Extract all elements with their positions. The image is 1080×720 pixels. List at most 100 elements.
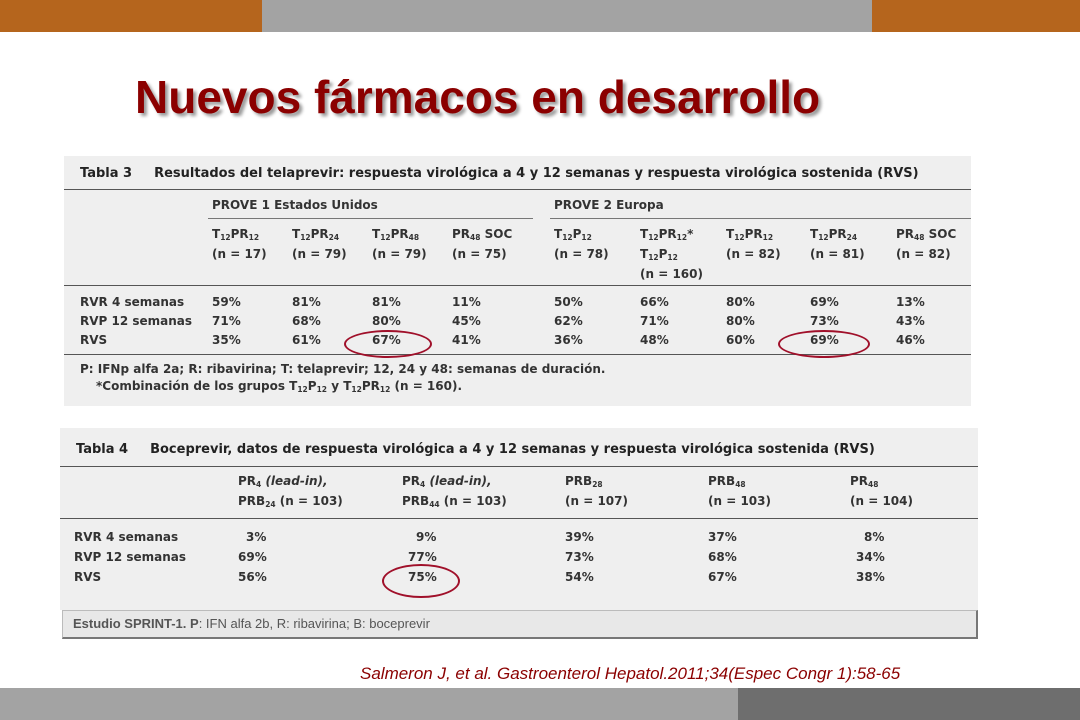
col-lead-in: (lead-in), [425, 474, 492, 488]
table3-cell: 60% [726, 333, 755, 347]
table4-cell: 69% [238, 550, 267, 564]
table3-cell: 36% [554, 333, 583, 347]
study-footnote: Estudio SPRINT-1. P: IFN alfa 2b, R: rib… [73, 616, 430, 631]
table4-label: Tabla 4 [76, 442, 129, 457]
table3-caption-text: Resultados del telaprevir: respuesta vir… [154, 166, 919, 181]
study-detail: : IFN alfa 2b, R: ribavirina; B: bocepre… [198, 616, 430, 631]
col-main-2: PR [658, 227, 677, 241]
col-main: T [212, 227, 221, 241]
table4-cell: 34% [856, 550, 885, 564]
bottom-bar-left [0, 688, 738, 720]
col-main-2: PRB [238, 494, 266, 508]
col-line-1: PR4 (lead-in), [402, 473, 507, 493]
table3-cell: 71% [640, 314, 669, 328]
table4-cell: 54% [565, 570, 594, 584]
col-sub-2: 12 [676, 233, 688, 242]
table4-col-header: PR4 (lead-in), PRB24 (n = 103) [238, 473, 343, 513]
table3-col-header: T12PR48 (n = 79) [372, 226, 427, 263]
col-n: (n = 75) [452, 247, 507, 261]
study-footnote-box: Estudio SPRINT-1. P: IFN alfa 2b, R: rib… [62, 610, 978, 639]
top-bar-right [872, 0, 1080, 32]
table3-cell: 41% [452, 333, 481, 347]
col-sub-2: 12 [762, 233, 774, 242]
table3-note-1: P: IFNp alfa 2a; R: ribavirina; T: telap… [80, 362, 606, 376]
table3-cell: 80% [726, 295, 755, 309]
table4-col-header: PRB48 (n = 103) [708, 473, 771, 510]
col-n: (n = 17) [212, 247, 267, 261]
table3-col-header: PR48 SOC (n = 75) [452, 226, 512, 263]
col-line-2: PRB24 (n = 103) [238, 493, 343, 513]
study-name: Estudio SPRINT-1. [73, 616, 187, 631]
table4-row-label: RVP 12 semanas [74, 550, 187, 564]
highlight-ellipse [778, 330, 870, 358]
table3-row-label: RVP 12 semanas [80, 314, 193, 328]
table3-cell: 59% [212, 295, 241, 309]
col-sub: 48 [868, 480, 879, 489]
col-sub-2: 12 [248, 233, 260, 242]
col-main-2: SOC [924, 227, 957, 241]
table4-cell: 38% [856, 570, 885, 584]
table4-col-header: PR4 (lead-in), PRB44 (n = 103) [402, 473, 507, 513]
table3-cell: 61% [292, 333, 321, 347]
col-sub: 48 [735, 480, 746, 489]
table4-cell: 68% [708, 550, 737, 564]
col-line-2: (n = 107) [565, 493, 628, 510]
col-sub: 48 [914, 233, 925, 242]
note-part: y T [327, 379, 352, 393]
table3-rule-top [64, 189, 971, 190]
note-sub: 12 [297, 385, 308, 394]
col-main-2: (n = 104) [850, 494, 913, 508]
table4-cell: 56% [238, 570, 267, 584]
col-main: PR [896, 227, 915, 241]
col-main: T [292, 227, 301, 241]
col-n: (n = 82) [896, 247, 951, 261]
table4-cell: 77% [408, 550, 437, 564]
table4-row-label: RVR 4 semanas [74, 530, 179, 544]
col-main: PR [238, 474, 257, 488]
col-sub: 12 [300, 233, 311, 242]
col-sub-2: 24 [846, 233, 858, 242]
table4-rule-top [60, 466, 978, 467]
table3-cell: 35% [212, 333, 241, 347]
col-lead-in: (lead-in), [261, 474, 328, 488]
table4-cell: 73% [565, 550, 594, 564]
table3-cell: 66% [640, 295, 669, 309]
table3-cell: 80% [726, 314, 755, 328]
highlight-ellipse [382, 564, 460, 598]
col-n: (n = 81) [810, 247, 865, 261]
col-main-2: PR [230, 227, 249, 241]
table4-cell: 3% [246, 530, 267, 544]
col-main: T [810, 227, 819, 241]
col-main: T [640, 247, 649, 261]
col-sub: 12 [648, 233, 659, 242]
col-n: (n = 103) [275, 494, 343, 508]
top-bar-left [0, 0, 262, 32]
table3-col-header: T12PR12* T12P12 (n = 160) [640, 226, 703, 283]
note-part: PR [361, 379, 380, 393]
col-sub-2: 12 [667, 253, 678, 262]
highlight-ellipse [344, 330, 432, 358]
table-3: Tabla 3 Resultados del telaprevir: respue… [64, 156, 971, 406]
table3-row-label: RVS [80, 333, 108, 347]
table4-cell: 8% [864, 530, 885, 544]
p-label: P [190, 616, 199, 631]
col-sub: 12 [734, 233, 745, 242]
col-main-2: PR [390, 227, 409, 241]
table3-cell: 81% [292, 295, 321, 309]
col-line-1: PR4 (lead-in), [238, 473, 343, 493]
bottom-bar-right [738, 688, 1080, 720]
col-n: (n = 78) [554, 247, 609, 261]
top-bar-center [262, 0, 872, 32]
table3-group-prove2: PROVE 2 Europa [554, 198, 664, 212]
col-main: PR [850, 474, 869, 488]
col-main: T [554, 227, 563, 241]
col-sub: 28 [592, 480, 603, 489]
table3-group-prove1: PROVE 1 Estados Unidos [212, 198, 378, 212]
table3-rule-bottom [64, 354, 971, 355]
table3-row-label: RVR 4 semanas [80, 295, 185, 309]
col-sub-2: 24 [328, 233, 340, 242]
table3-cell: 13% [896, 295, 925, 309]
table3-cell: 69% [810, 295, 839, 309]
col-main-2: PR [310, 227, 329, 241]
table3-cell: 11% [452, 295, 481, 309]
